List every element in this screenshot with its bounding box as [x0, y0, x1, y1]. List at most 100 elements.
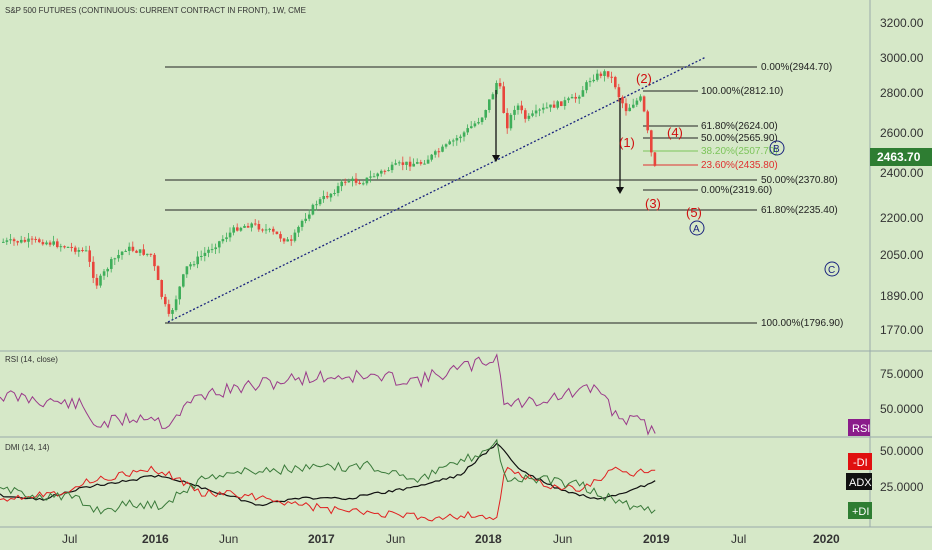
- candle-body: [351, 178, 354, 182]
- candle-body: [603, 71, 606, 76]
- candle-body: [408, 161, 412, 167]
- dmi-title: DMI (14, 14): [5, 443, 50, 452]
- candle-body: [542, 107, 545, 110]
- candle-body: [70, 246, 73, 248]
- x-tick-label: Jul: [62, 532, 77, 546]
- y-tick-label: 3200.00: [880, 16, 924, 30]
- candle-body: [488, 99, 491, 111]
- candle-body: [282, 238, 286, 242]
- candle-body: [477, 122, 480, 124]
- y-tick-label: 2800.00: [880, 86, 924, 100]
- minus-di-badge: [848, 453, 872, 470]
- candle-body: [416, 162, 419, 164]
- candle-body: [610, 76, 613, 78]
- candle-body: [470, 126, 473, 129]
- candle-body: [578, 96, 581, 99]
- candle-body: [354, 178, 358, 183]
- candle-body: [520, 105, 523, 111]
- candle-body: [23, 239, 27, 242]
- candle-body: [423, 163, 426, 165]
- candle-body: [200, 255, 203, 257]
- candle-body: [524, 110, 527, 119]
- rsi-badge-label: RSI: [852, 423, 870, 435]
- candle-body: [228, 232, 232, 238]
- candle-body: [383, 170, 387, 172]
- candle-body: [182, 274, 185, 287]
- candle-body: [491, 94, 495, 100]
- candle-body: [189, 264, 192, 267]
- candle-body: [59, 246, 63, 248]
- fib-label: 61.80%(2624.00): [701, 121, 778, 132]
- candle-body: [257, 223, 261, 230]
- candle-body: [308, 214, 311, 219]
- candle-body: [552, 104, 556, 108]
- candle-body: [286, 239, 289, 242]
- candle-body: [635, 100, 639, 105]
- candle-body: [567, 98, 570, 101]
- candle-body: [88, 250, 91, 262]
- candle-body: [434, 151, 437, 155]
- candle-body: [290, 239, 293, 241]
- x-tick-label: Jun: [553, 532, 572, 546]
- candle-body: [372, 176, 376, 178]
- dmi-tick-label: 25.0000: [880, 480, 924, 494]
- wave-circle-b: B: [773, 144, 780, 155]
- candle-body: [218, 241, 221, 248]
- chart-title: S&P 500 FUTURES (CONTINUOUS: CURRENT CON…: [5, 6, 306, 15]
- candle-body: [570, 96, 574, 99]
- candle-body: [318, 199, 322, 205]
- candle-body: [124, 250, 127, 252]
- candle-body: [624, 103, 628, 112]
- candle-body: [462, 132, 466, 137]
- candle-body: [531, 113, 534, 116]
- candle-body: [376, 173, 379, 177]
- candle-body: [30, 238, 34, 240]
- candle-body: [300, 220, 304, 227]
- candle-body: [167, 304, 171, 314]
- candle-body: [138, 249, 142, 253]
- candle-body: [84, 250, 88, 252]
- candle-body: [38, 239, 41, 243]
- rsi-title: RSI (14, close): [5, 355, 58, 364]
- candle-body: [606, 71, 610, 77]
- candle-body: [9, 239, 12, 241]
- fib-label: 0.00%(2944.70): [761, 62, 832, 73]
- candle-body: [426, 159, 430, 164]
- candle-body: [160, 280, 163, 297]
- candle-body: [484, 110, 487, 118]
- candle-body: [214, 247, 217, 250]
- candle-body: [12, 239, 16, 242]
- candle-body: [387, 170, 390, 172]
- rsi-badge: [848, 419, 870, 436]
- candle-body: [196, 256, 199, 265]
- minus-di-line: [0, 465, 656, 522]
- candle-body: [322, 196, 325, 200]
- candle-body: [545, 107, 549, 109]
- candle-body: [297, 226, 300, 233]
- fib-label: 50.00%(2370.80): [761, 175, 838, 186]
- x-tick-label: 2018: [475, 532, 502, 546]
- wave-label-3: (3): [645, 196, 661, 211]
- candle-body: [430, 154, 433, 160]
- candle-body: [380, 170, 383, 174]
- wave-circle-a: A: [693, 224, 700, 235]
- candle-body: [516, 105, 520, 110]
- candle-body: [275, 231, 279, 235]
- candle-body: [203, 252, 207, 256]
- x-tick-label: 2020: [813, 532, 840, 546]
- candle-body: [513, 109, 516, 115]
- candle-body: [246, 225, 250, 228]
- candle-body: [347, 181, 351, 183]
- candle-body: [444, 144, 448, 147]
- candle-body: [437, 151, 441, 153]
- wave-circle-c: C: [828, 265, 835, 276]
- y-tick-label: 2400.00: [880, 166, 924, 180]
- trendline: [167, 56, 707, 323]
- candle-body: [272, 228, 275, 232]
- last-price-badge: [870, 148, 932, 166]
- candle-body: [5, 240, 9, 242]
- candle-body: [16, 241, 19, 243]
- y-tick-label: 2050.00: [880, 248, 924, 262]
- fib-label: 0.00%(2319.60): [701, 185, 772, 196]
